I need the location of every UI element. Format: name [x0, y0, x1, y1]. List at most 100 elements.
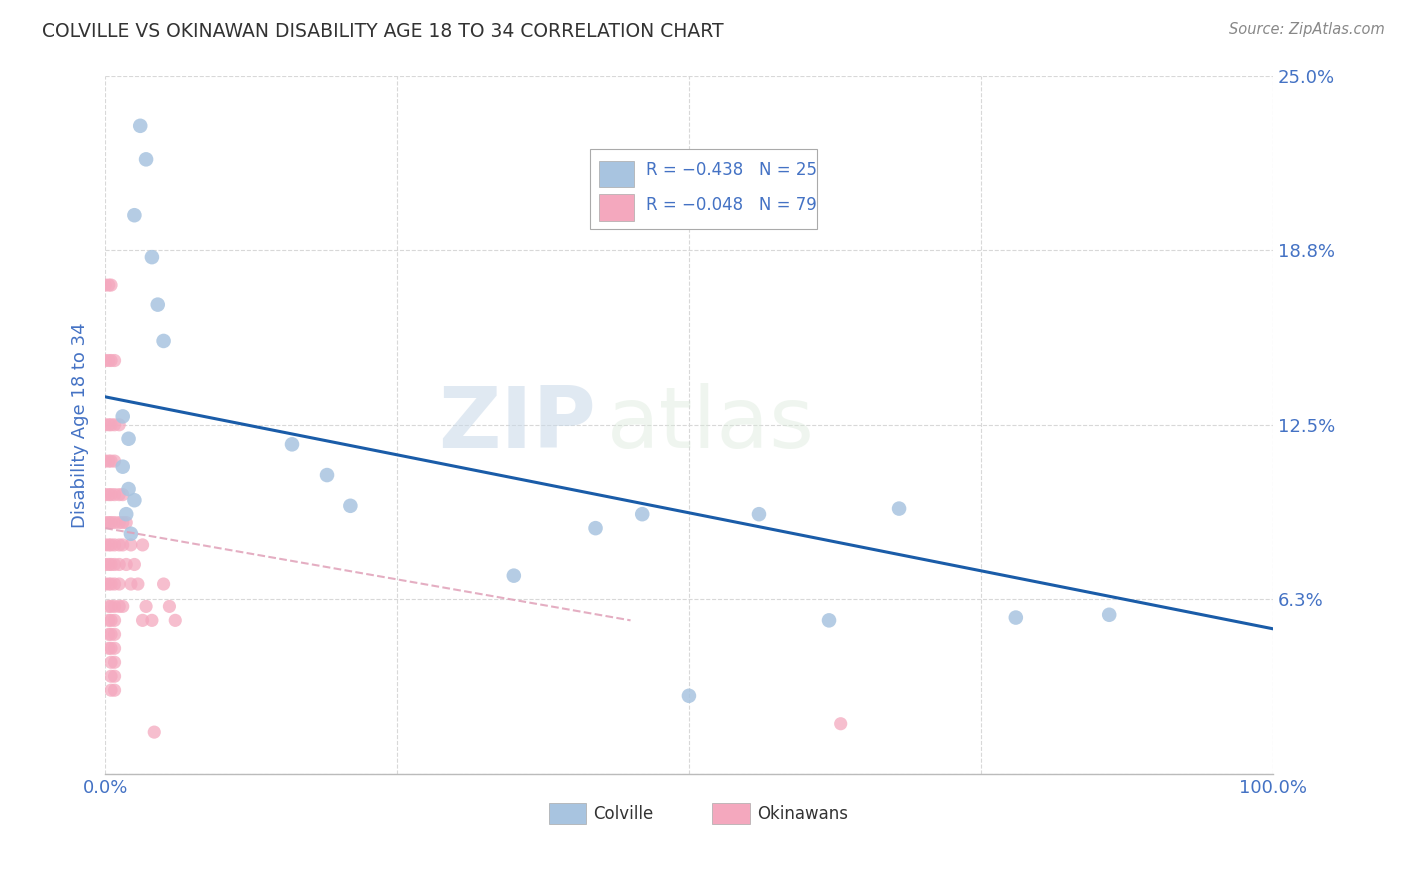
Bar: [599, 194, 634, 221]
Point: [100, 488, 122, 502]
Point: [94, 353, 117, 368]
Point: [94, 454, 117, 468]
Point: [100, 599, 122, 614]
Point: [316, 468, 339, 483]
Point: [94, 516, 117, 530]
Point: [100, 655, 122, 669]
Point: [108, 599, 131, 614]
Y-axis label: Disability Age 18 to 34: Disability Age 18 to 34: [72, 322, 89, 527]
Point: [108, 538, 131, 552]
Point: [131, 613, 153, 627]
Point: [111, 459, 134, 474]
Point: [111, 409, 134, 424]
Point: [143, 725, 166, 739]
Point: [818, 613, 841, 627]
Point: [111, 599, 134, 614]
Point: [100, 454, 122, 468]
Point: [120, 526, 142, 541]
Point: [100, 516, 122, 530]
Text: atlas: atlas: [607, 384, 815, 467]
Point: [94, 417, 117, 432]
Point: [94, 538, 117, 552]
Point: [830, 716, 852, 731]
Point: [103, 516, 125, 530]
Text: R = −0.048   N = 79: R = −0.048 N = 79: [645, 196, 817, 214]
Point: [165, 613, 187, 627]
Point: [97, 558, 120, 572]
Point: [103, 417, 125, 432]
Point: [94, 577, 117, 591]
Point: [97, 454, 120, 468]
Point: [108, 488, 131, 502]
Point: [502, 568, 524, 582]
Point: [585, 521, 607, 535]
Text: Colville: Colville: [593, 805, 654, 822]
Point: [94, 488, 117, 502]
Point: [111, 516, 134, 530]
FancyBboxPatch shape: [589, 149, 817, 229]
Point: [103, 641, 125, 656]
Point: [103, 454, 125, 468]
Point: [97, 627, 120, 641]
Point: [100, 558, 122, 572]
Point: [103, 577, 125, 591]
Point: [678, 689, 700, 703]
Text: Okinawans: Okinawans: [756, 805, 848, 822]
Point: [124, 208, 146, 222]
Point: [117, 482, 139, 496]
Point: [97, 599, 120, 614]
Point: [129, 119, 152, 133]
Point: [146, 298, 169, 312]
Point: [94, 278, 117, 293]
Text: R = −0.438   N = 25: R = −0.438 N = 25: [645, 161, 817, 178]
Point: [135, 599, 157, 614]
Point: [1004, 610, 1026, 624]
Point: [152, 577, 174, 591]
Point: [120, 577, 142, 591]
Point: [97, 577, 120, 591]
Point: [748, 507, 770, 521]
Point: [103, 613, 125, 627]
Point: [135, 153, 157, 167]
Point: [100, 417, 122, 432]
Point: [108, 516, 131, 530]
Point: [97, 278, 120, 293]
Point: [141, 250, 163, 264]
Point: [117, 432, 139, 446]
Point: [97, 641, 120, 656]
Point: [108, 558, 131, 572]
Point: [108, 417, 131, 432]
Point: [97, 516, 120, 530]
Point: [100, 669, 122, 683]
Point: [108, 577, 131, 591]
Point: [111, 488, 134, 502]
Bar: [713, 804, 749, 824]
Point: [127, 577, 149, 591]
Text: ZIP: ZIP: [437, 384, 596, 467]
Point: [131, 538, 153, 552]
Point: [631, 507, 654, 521]
Point: [103, 353, 125, 368]
Point: [124, 493, 146, 508]
Point: [97, 488, 120, 502]
Point: [97, 417, 120, 432]
Point: [103, 599, 125, 614]
Point: [152, 334, 174, 348]
Point: [103, 627, 125, 641]
Point: [97, 538, 120, 552]
Point: [103, 558, 125, 572]
Point: [887, 501, 910, 516]
Point: [103, 538, 125, 552]
Point: [103, 683, 125, 698]
Point: [97, 613, 120, 627]
Point: [100, 538, 122, 552]
Point: [1098, 607, 1121, 622]
Point: [115, 507, 138, 521]
Point: [124, 558, 146, 572]
Point: [141, 613, 163, 627]
Point: [103, 488, 125, 502]
Point: [103, 655, 125, 669]
Point: [100, 278, 122, 293]
Point: [100, 641, 122, 656]
Point: [94, 558, 117, 572]
